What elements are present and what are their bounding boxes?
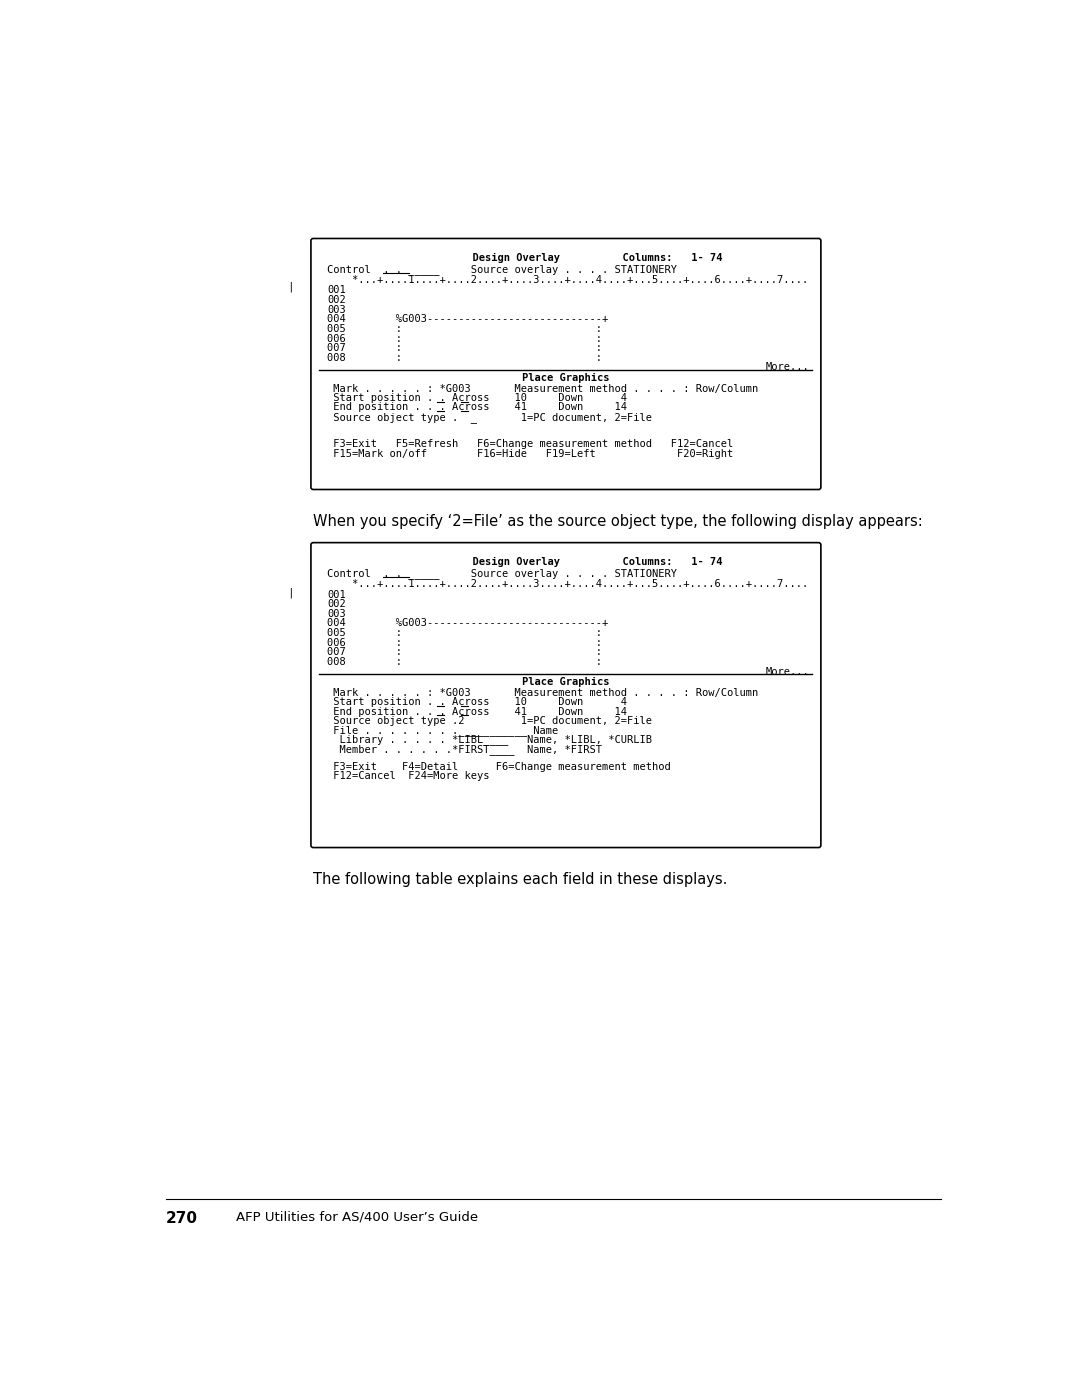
Text: 270: 270 [166, 1211, 198, 1227]
Text: F15=Mark on/off        F16=Hide   F19=Left             F20=Right: F15=Mark on/off F16=Hide F19=Left F20=Ri… [327, 448, 733, 458]
Text: *...+....1....+....2....+....3....+....4....+...5....+....6....+....7....: *...+....1....+....2....+....3....+....4… [327, 578, 809, 588]
Text: F3=Exit    F4=Detail      F6=Change measurement method: F3=Exit F4=Detail F6=Change measurement … [327, 763, 671, 773]
Text: F3=Exit   F5=Refresh   F6=Change measurement method   F12=Cancel: F3=Exit F5=Refresh F6=Change measurement… [327, 440, 733, 450]
Text: 002: 002 [327, 295, 346, 305]
Text: 003: 003 [327, 305, 346, 314]
Text: End position . . . Across    41     Down     14: End position . . . Across 41 Down 14 [327, 707, 627, 717]
Text: Design Overlay          Columns:   1- 74: Design Overlay Columns: 1- 74 [409, 557, 723, 567]
Text: When you specify ‘2=File’ as the source object type, the following display appea: When you specify ‘2=File’ as the source … [313, 514, 923, 529]
Text: More...: More... [766, 362, 809, 373]
Text: Place Graphics: Place Graphics [522, 373, 609, 383]
Text: 004        %G003----------------------------+: 004 %G003----------------------------+ [327, 314, 608, 324]
Text: 007        :                               :: 007 : : [327, 344, 603, 353]
Text: F12=Cancel  F24=More keys: F12=Cancel F24=More keys [327, 771, 489, 781]
Text: 006        :                               :: 006 : : [327, 637, 603, 648]
Text: 007        :                               :: 007 : : [327, 647, 603, 658]
FancyBboxPatch shape [311, 239, 821, 489]
Text: Design Overlay          Columns:   1- 74: Design Overlay Columns: 1- 74 [409, 253, 723, 263]
Text: |: | [286, 282, 294, 292]
Text: Source object type .2         1=PC document, 2=File: Source object type .2 1=PC document, 2=F… [327, 715, 652, 726]
FancyBboxPatch shape [311, 542, 821, 848]
Text: Source object type .  _       1=PC document, 2=File: Source object type . _ 1=PC document, 2=… [327, 412, 652, 423]
Text: 002: 002 [327, 599, 346, 609]
Text: AFP Utilities for AS/400 User’s Guide: AFP Utilities for AS/400 User’s Guide [235, 1211, 477, 1224]
Text: 006        :                               :: 006 : : [327, 334, 603, 344]
Text: End position . . . Across    41     Down     14: End position . . . Across 41 Down 14 [327, 402, 627, 412]
Text: File . . . . . . . .___________ Name: File . . . . . . . .___________ Name [327, 725, 558, 736]
Text: Control  . . _____     Source overlay . . . . STATIONERY: Control . . _____ Source overlay . . . .… [327, 569, 677, 578]
Text: More...: More... [766, 666, 809, 676]
Text: 001: 001 [327, 285, 346, 295]
Text: Mark . . . . . : *G003       Measurement method . . . . : Row/Column: Mark . . . . . : *G003 Measurement metho… [327, 689, 758, 698]
Text: 004        %G003----------------------------+: 004 %G003----------------------------+ [327, 619, 608, 629]
Text: Control  . . _____     Source overlay . . . . STATIONERY: Control . . _____ Source overlay . . . .… [327, 264, 677, 275]
Text: |: | [286, 587, 294, 598]
Text: 008        :                               :: 008 : : [327, 353, 603, 363]
Text: 005        :                               :: 005 : : [327, 629, 603, 638]
Text: Library . . . . . *LIBL____   Name, *LIBL, *CURLIB: Library . . . . . *LIBL____ Name, *LIBL,… [327, 735, 652, 745]
Text: Mark . . . . . : *G003       Measurement method . . . . : Row/Column: Mark . . . . . : *G003 Measurement metho… [327, 384, 758, 394]
Text: 001: 001 [327, 590, 346, 599]
Text: The following table explains each field in these displays.: The following table explains each field … [313, 872, 728, 887]
Text: Start position . . Across    10     Down      4: Start position . . Across 10 Down 4 [327, 393, 627, 404]
Text: *...+....1....+....2....+....3....+....4....+...5....+....6....+....7....: *...+....1....+....2....+....3....+....4… [327, 275, 809, 285]
Text: Start position . . Across    10     Down      4: Start position . . Across 10 Down 4 [327, 697, 627, 707]
Text: 005        :                               :: 005 : : [327, 324, 603, 334]
Text: Member . . . . . .*FIRST____  Name, *FIRST: Member . . . . . .*FIRST____ Name, *FIRS… [327, 743, 603, 754]
Text: Place Graphics: Place Graphics [522, 678, 609, 687]
Text: 008        :                               :: 008 : : [327, 657, 603, 666]
Text: 003: 003 [327, 609, 346, 619]
